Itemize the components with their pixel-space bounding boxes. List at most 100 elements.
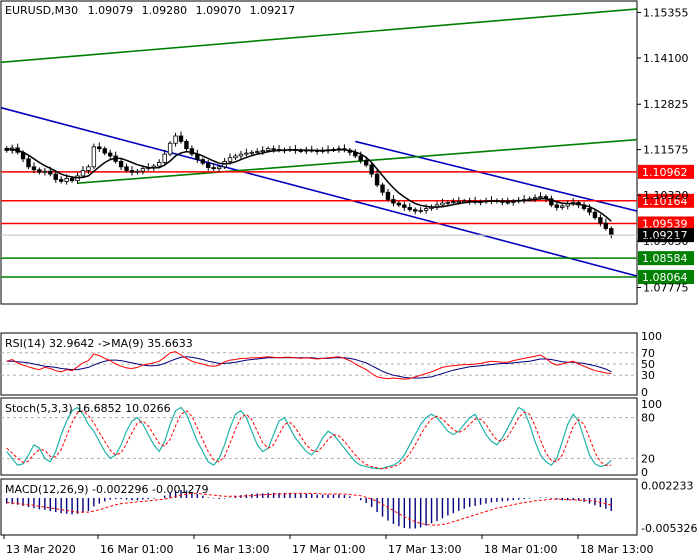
- candle-body: [91, 146, 97, 168]
- candle-body: [554, 204, 560, 208]
- level-label-0: 1.10962: [642, 166, 688, 179]
- candle-body: [157, 162, 162, 167]
- candle-body: [184, 141, 189, 150]
- candle-body: [505, 201, 510, 204]
- candle-body: [129, 170, 135, 173]
- candle-body: [363, 159, 369, 166]
- candle-body: [162, 153, 167, 163]
- rsi-tick-label: 30: [641, 369, 655, 382]
- candle-body: [53, 173, 58, 180]
- stoch-tick-label: 100: [641, 398, 662, 411]
- candle-body: [423, 208, 429, 211]
- level-badge-0: [638, 164, 694, 179]
- candle-body: [440, 202, 445, 206]
- price-tick-label: 1.10320: [643, 189, 689, 202]
- level-badge-1: [638, 193, 694, 208]
- trendline-blue-0: [0, 106, 638, 277]
- symbol-timeframe: EURUSD,M30: [5, 4, 78, 17]
- trendline-blue-1: [355, 140, 638, 212]
- trendline-green-2: [0, 8, 638, 64]
- price-tick-label: 1.14100: [643, 52, 689, 65]
- candle-body: [592, 211, 598, 219]
- candle-body: [249, 151, 255, 154]
- candle-body: [598, 217, 603, 224]
- candle-body: [265, 148, 271, 151]
- candle-body: [48, 170, 53, 175]
- candle-body: [271, 148, 276, 151]
- candle-body: [385, 191, 391, 200]
- moving-average-line: [6, 147, 612, 222]
- candle-body: [211, 167, 216, 170]
- rsi-tick-label: 50: [641, 358, 655, 371]
- candle-body: [206, 162, 211, 168]
- candle-body: [140, 168, 146, 172]
- candle-body: [233, 155, 238, 159]
- candle-body: [64, 178, 69, 182]
- candle-body: [587, 208, 592, 213]
- price-tick-label: 1.12825: [643, 98, 689, 111]
- stoch-pane-frame: [0, 397, 638, 476]
- candle-body: [26, 158, 31, 168]
- time-tick-label: 18 Mar 01:00: [484, 543, 557, 556]
- candle-body: [37, 169, 42, 173]
- main-pane-frame: [0, 0, 638, 305]
- level-badge-3: [638, 251, 694, 266]
- candle-body: [178, 135, 184, 142]
- candle-body: [216, 166, 222, 170]
- level-badge-2: [638, 216, 694, 231]
- time-tick-label: 18 Mar 13:00: [580, 543, 653, 556]
- level-label-2: 1.09539: [642, 217, 688, 230]
- level-label-3: 1.08584: [642, 252, 688, 265]
- macd-tick-label: 0.002233: [641, 479, 694, 492]
- stoch-tick-label: 80: [641, 412, 655, 425]
- price-tick-label: 1.07775: [643, 281, 689, 294]
- rsi-label: RSI(14) 32.9642 ->MA(9) 35.6633: [5, 337, 193, 350]
- ohlc-high: 1.09280: [142, 4, 188, 17]
- candle-body: [396, 202, 402, 206]
- candle-body: [391, 199, 396, 204]
- price-pane: 1.10962 1.10164 1.09539 1.08584 1.08064 1.092…: [0, 8, 694, 285]
- stoch-main-line: [6, 406, 612, 470]
- rsi-tick-label: 0: [641, 386, 648, 399]
- rsi-line: [6, 351, 612, 380]
- candle-body: [413, 209, 418, 212]
- candle-body: [445, 201, 451, 204]
- rsi-tick-label: 100: [641, 330, 662, 343]
- candle-body: [42, 170, 48, 173]
- candle-body: [86, 166, 91, 171]
- candle-body: [58, 179, 64, 182]
- candle-body: [456, 200, 461, 203]
- level-label-4: 1.08064: [642, 271, 688, 284]
- candle-body: [358, 155, 363, 161]
- time-tick-label: 16 Mar 13:00: [196, 543, 269, 556]
- candle-body: [380, 184, 385, 193]
- time-tick-label: 17 Mar 13:00: [388, 543, 461, 556]
- candle-body: [260, 150, 265, 152]
- candle-body: [238, 153, 244, 157]
- macd-pane-frame: [0, 478, 638, 536]
- candle-body: [603, 222, 609, 229]
- trendline-green-3: [77, 138, 638, 184]
- ohlc-close: 1.09217: [250, 4, 296, 17]
- candle-body: [418, 209, 423, 212]
- last-price-badge: [638, 228, 694, 243]
- candle-body: [538, 196, 543, 199]
- candle-body: [69, 178, 75, 182]
- candle-body: [31, 166, 37, 171]
- candle-body: [124, 166, 129, 171]
- stoch-signal-line: [6, 410, 612, 470]
- rsi-pane: [1, 351, 637, 380]
- time-tick-label: 16 Mar 01:00: [100, 543, 173, 556]
- header-label: EURUSD,M30 1.09079 1.09280 1.09070 1.092…: [5, 4, 295, 17]
- time-tick-label: 13 Mar 2020: [6, 543, 76, 556]
- stoch-pane: [1, 406, 637, 470]
- candle-body: [167, 142, 173, 155]
- candle-body: [369, 164, 374, 175]
- candle-body: [97, 146, 102, 150]
- macd-signal-line: [6, 492, 612, 526]
- macd-label: MACD(12,26,9) -0.002296 -0.001279: [5, 483, 208, 496]
- candle-body: [118, 160, 124, 168]
- candle-body: [407, 207, 412, 211]
- ohlc-open: 1.09079: [88, 4, 134, 17]
- price-tick-label: 1.11575: [643, 144, 689, 157]
